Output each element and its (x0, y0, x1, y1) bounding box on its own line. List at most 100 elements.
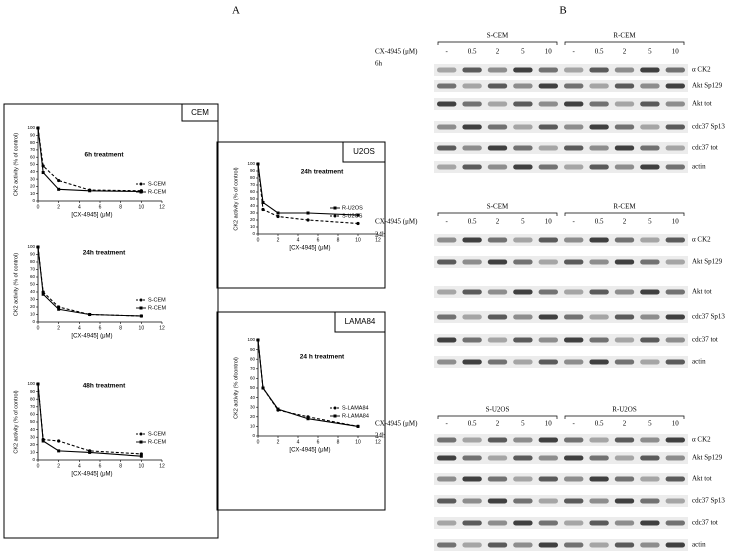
band (564, 124, 584, 130)
row-label: Akt tot (692, 475, 712, 483)
y-tick-label: 20 (250, 414, 256, 419)
y-tick-label: 0 (32, 319, 35, 324)
group-bracket (437, 212, 558, 216)
y-tick-label: 30 (30, 297, 36, 302)
band (437, 101, 457, 107)
legend-label: R-CEM (148, 189, 166, 195)
band (437, 337, 457, 343)
x-tick-label: 12 (159, 463, 165, 469)
row-label: cdc37 Sp13 (692, 497, 725, 505)
x-tick-label: 4 (297, 439, 300, 445)
band (437, 542, 457, 548)
cem-box (3, 103, 219, 539)
chart-title: 24h treatment (301, 169, 344, 176)
band (437, 259, 457, 265)
y-axis-label: CK2 activity (% of control) (13, 390, 19, 453)
band (487, 289, 508, 295)
dose-label: 10 (672, 218, 680, 226)
band (437, 67, 457, 73)
x-tick-label: 0 (37, 463, 40, 469)
band (589, 476, 609, 482)
band (437, 164, 457, 170)
band (462, 359, 482, 365)
band (538, 337, 558, 343)
y-tick-label: 10 (30, 312, 36, 317)
band (589, 337, 609, 343)
dose-label: 0.5 (595, 48, 604, 56)
marker (88, 450, 92, 454)
band (513, 542, 533, 548)
legend-marker (333, 206, 337, 210)
band (614, 498, 635, 504)
x-tick-label: 4 (78, 463, 81, 469)
row-label: Akt Sp129 (692, 258, 723, 266)
y-tick-label: 40 (250, 395, 256, 400)
band (665, 145, 685, 151)
dose-label: 5 (648, 218, 652, 226)
marker (256, 162, 260, 166)
band (665, 520, 685, 526)
legend-label: R-CEM (148, 439, 166, 445)
band (589, 314, 609, 320)
y-tick-label: 10 (250, 224, 256, 229)
y-tick-label: 60 (30, 154, 36, 159)
band (513, 437, 533, 443)
band (564, 101, 584, 107)
band (640, 67, 660, 73)
band (640, 437, 660, 443)
x-tick-label: 0 (37, 204, 40, 210)
blot-strip (434, 452, 688, 464)
band (564, 337, 584, 343)
box-label: LAMA84 (345, 317, 376, 326)
band (614, 520, 635, 526)
marker (57, 178, 61, 183)
band (513, 259, 533, 265)
x-tick-label: 10 (139, 204, 145, 210)
x-tick-label: 2 (57, 204, 60, 210)
band (564, 359, 584, 365)
band (640, 476, 660, 482)
row-label: Akt Sp129 (692, 82, 723, 90)
band (614, 259, 635, 265)
band (665, 101, 685, 107)
legend-label: S-U2OS (342, 213, 363, 219)
x-axis-label: [CX-4945] (μM) (71, 334, 112, 340)
band (614, 145, 635, 151)
band (462, 259, 482, 265)
x-tick-label: 10 (139, 325, 145, 331)
x-tick-label: 4 (78, 204, 81, 210)
y-axis-label: CK2 activity (% of control) (13, 133, 19, 196)
band (640, 359, 660, 365)
y-tick-label: 100 (27, 125, 35, 130)
band (437, 314, 457, 320)
dose-label: 10 (545, 420, 553, 428)
dose-label: 2 (623, 48, 627, 56)
band (538, 359, 558, 365)
band (538, 83, 558, 89)
marker (88, 189, 92, 193)
band (462, 124, 482, 130)
band (564, 455, 584, 461)
x-tick-label: 4 (297, 237, 300, 243)
marker (36, 126, 40, 130)
marker (261, 386, 265, 390)
marker (41, 171, 45, 175)
dose-label: 2 (496, 218, 500, 226)
band (589, 359, 609, 365)
lama84-box (216, 311, 386, 511)
y-tick-label: 50 (250, 385, 256, 390)
band (665, 289, 685, 295)
band (564, 237, 584, 243)
band (437, 237, 457, 243)
band (462, 542, 482, 548)
band (513, 359, 533, 365)
y-tick-label: 50 (250, 196, 256, 201)
band (462, 437, 482, 443)
row-label: actin (692, 358, 706, 366)
band (437, 520, 457, 526)
legend-label: R-U2OS (342, 205, 363, 211)
time-label: 24h (375, 432, 386, 440)
band (665, 337, 685, 343)
x-tick-label: 6 (99, 463, 102, 469)
band (513, 498, 533, 504)
